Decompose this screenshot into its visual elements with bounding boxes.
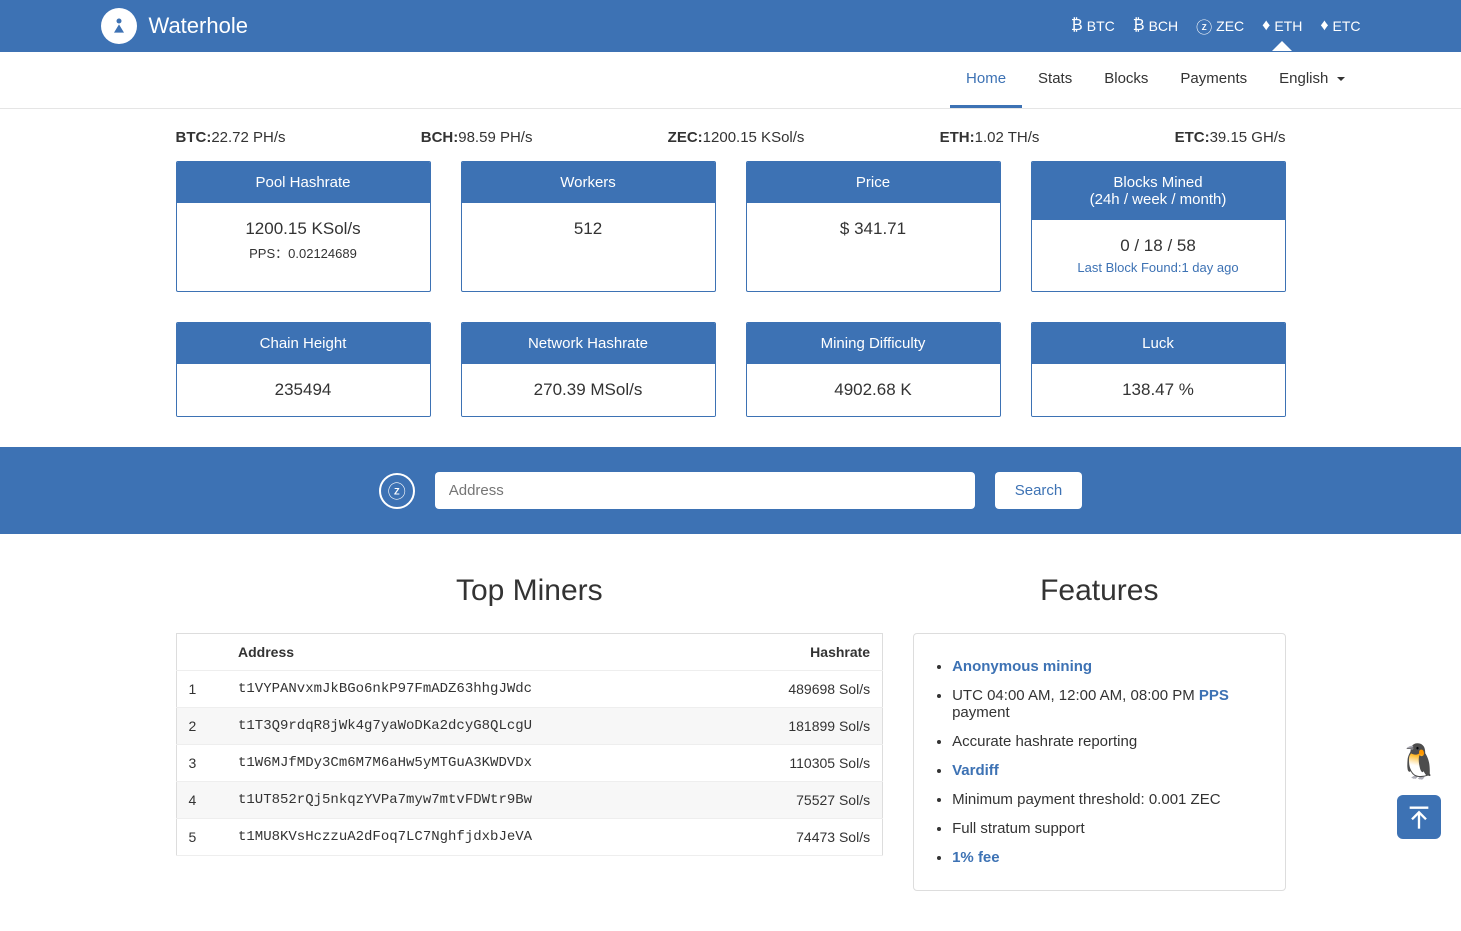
card-difficulty: Mining Difficulty 4902.68 K: [746, 322, 1001, 417]
card-title: Luck: [1032, 323, 1285, 364]
card-title: Workers: [462, 162, 715, 203]
col-hashrate: Hashrate: [718, 634, 882, 671]
navbar: Home Stats Blocks Payments English: [0, 52, 1461, 109]
topbar: Waterhole ₿BTC ₿BCH ⓩZEC ♦ETH ♦ETC: [0, 0, 1461, 52]
hashrate-cell: 489698 Sol/s: [718, 671, 882, 708]
card-value: 235494: [185, 380, 422, 400]
top-miners-title: Top Miners: [176, 574, 884, 608]
card-title: Price: [747, 162, 1000, 203]
table-row: 1t1VYPANvxmJkBGo6nkP97FmADZ63hhgJWdc4896…: [176, 671, 883, 708]
feature-item: Minimum payment threshold: 0.001 ZEC: [952, 785, 1266, 814]
table-row: 3t1W6MJfMDy3Cm6M7M6aHw5yMTGuA3KWDVDx1103…: [176, 745, 883, 782]
hashrate-cell: 181899 Sol/s: [718, 708, 882, 745]
card-value: 0 / 18 / 58: [1040, 236, 1277, 256]
chevron-down-icon: [1337, 77, 1345, 81]
address-cell: t1T3Q9rdqR8jWk4g7yaWoDKa2dcyG8QLcgU: [226, 708, 718, 745]
card-value: 4902.68 K: [755, 380, 992, 400]
coin-zec[interactable]: ⓩZEC: [1196, 14, 1244, 38]
zcash-icon: ⓩ: [1196, 14, 1212, 38]
vardiff-link[interactable]: Vardiff: [952, 762, 999, 779]
card-title: Pool Hashrate: [177, 162, 430, 203]
feature-item: Accurate hashrate reporting: [952, 727, 1266, 756]
stat-cards: Pool Hashrate 1200.15 KSol/s PPS：0.02124…: [161, 161, 1301, 417]
hash-bch: BCH:98.59 PH/s: [421, 129, 533, 146]
rank-cell: 2: [176, 708, 226, 745]
coin-nav: ₿BTC ₿BCH ⓩZEC ♦ETH ♦ETC: [1071, 14, 1361, 38]
bitcoin-cash-icon: ₿: [1133, 17, 1145, 35]
hashrate-cell: 75527 Sol/s: [718, 782, 882, 819]
coin-eth[interactable]: ♦ETH: [1262, 17, 1302, 35]
brand[interactable]: Waterhole: [101, 8, 248, 44]
nav-language[interactable]: English: [1263, 52, 1360, 108]
card-value: $ 341.71: [755, 219, 992, 239]
address-cell: t1UT852rQj5nkqzYVPa7myw7mtvFDWtr9Bw: [226, 782, 718, 819]
coin-bch[interactable]: ₿BCH: [1133, 17, 1178, 35]
table-row: 2t1T3Q9rdqR8jWk4g7yaWoDKa2dcyG8QLcgU1818…: [176, 708, 883, 745]
card-title: Mining Difficulty: [747, 323, 1000, 364]
address-cell: t1VYPANvxmJkBGo6nkP97FmADZ63hhgJWdc: [226, 671, 718, 708]
card-value: 1200.15 KSol/s: [185, 219, 422, 239]
feature-item: Full stratum support: [952, 814, 1266, 843]
feature-item: Vardiff: [952, 756, 1266, 785]
card-value: 512: [470, 219, 707, 239]
features-box: Anonymous mining UTC 04:00 AM, 12:00 AM,…: [913, 633, 1285, 891]
brand-name: Waterhole: [149, 13, 248, 39]
fee-link[interactable]: 1% fee: [952, 849, 1000, 866]
feature-item: 1% fee: [952, 843, 1266, 872]
card-price: Price $ 341.71: [746, 161, 1001, 292]
card-value: 138.47 %: [1040, 380, 1277, 400]
brand-logo-icon: [101, 8, 137, 44]
coin-btc[interactable]: ₿BTC: [1071, 17, 1115, 35]
qq-chat-icon[interactable]: 🐧: [1397, 740, 1441, 784]
hash-eth: ETH:1.02 TH/s: [940, 129, 1040, 146]
hash-zec: ZEC:1200.15 KSol/s: [668, 129, 805, 146]
card-luck: Luck 138.47 %: [1031, 322, 1286, 417]
coin-etc[interactable]: ♦ETC: [1320, 17, 1360, 35]
address-cell: t1MU8KVsHczzuA2dFoq7LC7NghfjdxbJeVA: [226, 819, 718, 856]
hashrate-cell: 110305 Sol/s: [718, 745, 882, 782]
card-chain-height: Chain Height 235494: [176, 322, 431, 417]
search-button[interactable]: Search: [995, 472, 1083, 509]
card-pool-hashrate: Pool Hashrate 1200.15 KSol/s PPS：0.02124…: [176, 161, 431, 292]
hashrate-cell: 74473 Sol/s: [718, 819, 882, 856]
hash-btc: BTC:22.72 PH/s: [176, 129, 286, 146]
nav-home[interactable]: Home: [950, 52, 1022, 108]
card-title: Chain Height: [177, 323, 430, 364]
bitcoin-icon: ₿: [1071, 17, 1083, 35]
back-to-top-button[interactable]: [1397, 795, 1441, 839]
rank-cell: 5: [176, 819, 226, 856]
card-sub: PPS：0.02124689: [185, 243, 422, 262]
zcash-circle-icon: ⓩ: [379, 473, 415, 509]
features-title: Features: [913, 574, 1285, 608]
last-block-link[interactable]: Last Block Found:1 day ago: [1040, 260, 1277, 275]
hashrate-summary: BTC:22.72 PH/s BCH:98.59 PH/s ZEC:1200.1…: [161, 129, 1301, 146]
nav-stats[interactable]: Stats: [1022, 52, 1088, 108]
card-blocks-mined: Blocks Mined(24h / week / month) 0 / 18 …: [1031, 161, 1286, 292]
card-title: Network Hashrate: [462, 323, 715, 364]
nav-payments[interactable]: Payments: [1164, 52, 1263, 108]
card-workers: Workers 512: [461, 161, 716, 292]
card-value: 270.39 MSol/s: [470, 380, 707, 400]
ethereum-classic-icon: ♦: [1320, 17, 1328, 35]
address-cell: t1W6MJfMDy3Cm6M7M6aHw5yMTGuA3KWDVDx: [226, 745, 718, 782]
rank-cell: 1: [176, 671, 226, 708]
hash-etc: ETC:39.15 GH/s: [1175, 129, 1286, 146]
feature-item: Anonymous mining: [952, 652, 1266, 681]
address-input[interactable]: [435, 472, 975, 509]
card-network-hashrate: Network Hashrate 270.39 MSol/s: [461, 322, 716, 417]
col-rank: [176, 634, 226, 671]
pps-link[interactable]: PPS: [1199, 687, 1229, 704]
rank-cell: 4: [176, 782, 226, 819]
miners-table: Address Hashrate 1t1VYPANvxmJkBGo6nkP97F…: [176, 633, 884, 856]
table-row: 5t1MU8KVsHczzuA2dFoq7LC7NghfjdxbJeVA7447…: [176, 819, 883, 856]
searchbar: ⓩ Search: [0, 447, 1461, 534]
rank-cell: 3: [176, 745, 226, 782]
nav-blocks[interactable]: Blocks: [1088, 52, 1164, 108]
ethereum-icon: ♦: [1262, 17, 1270, 35]
col-address: Address: [226, 634, 718, 671]
anonymous-mining-link[interactable]: Anonymous mining: [952, 658, 1092, 675]
table-row: 4t1UT852rQj5nkqzYVPa7myw7mtvFDWtr9Bw7552…: [176, 782, 883, 819]
card-title: Blocks Mined(24h / week / month): [1032, 162, 1285, 220]
feature-item: UTC 04:00 AM, 12:00 AM, 08:00 PM PPS pay…: [952, 681, 1266, 727]
